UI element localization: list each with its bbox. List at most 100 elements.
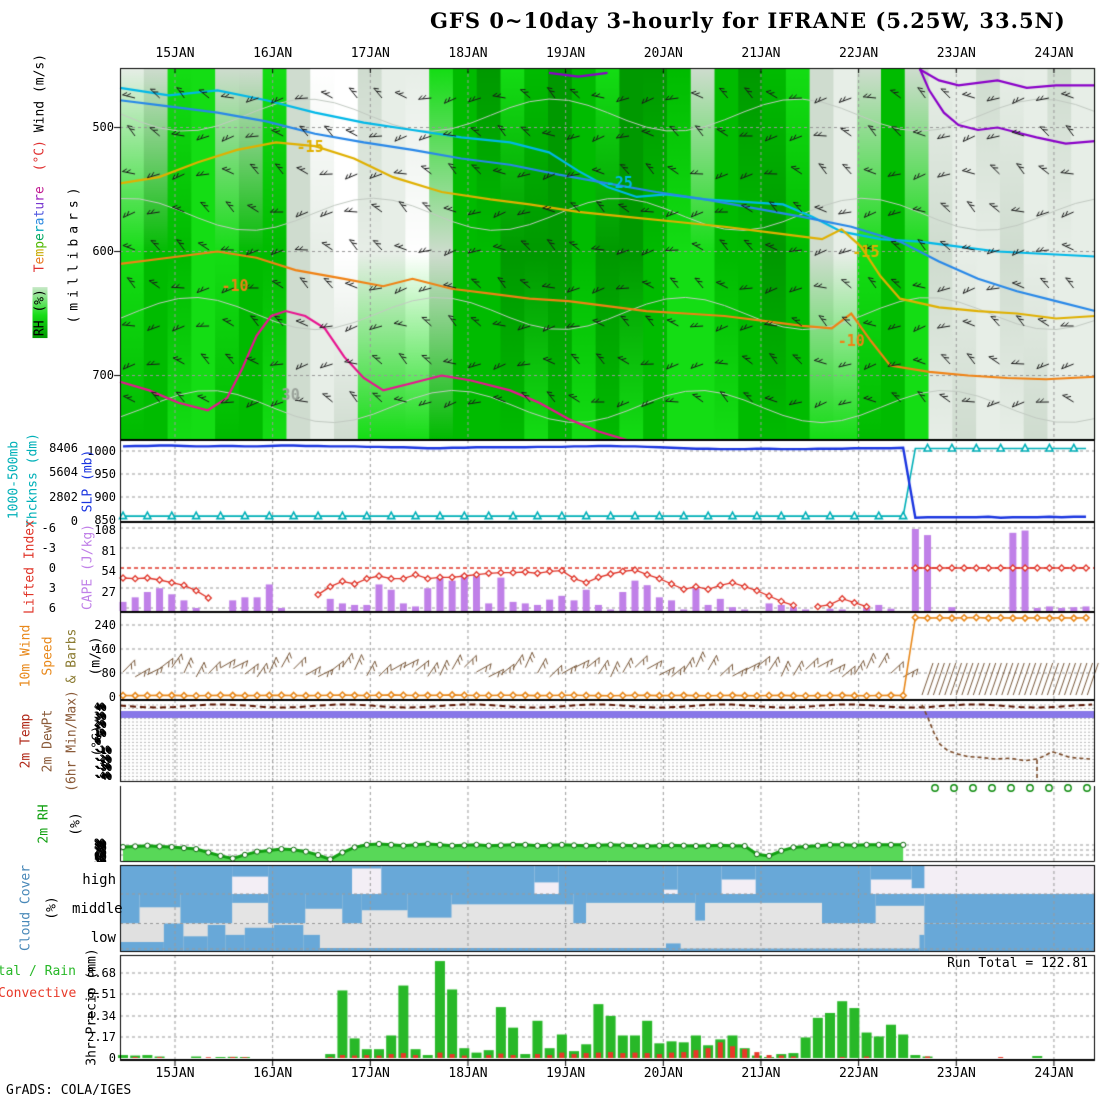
date-label-top: 18JAN — [448, 46, 488, 61]
date-label-bottom: 15JAN — [155, 1066, 195, 1081]
rh-colorbar-label: RH (%) — [32, 287, 48, 339]
overlapped-tick: -20 — [94, 753, 111, 764]
cape-tick: 27 — [101, 584, 116, 599]
date-label-bottom: 19JAN — [546, 1066, 586, 1081]
overlapped-tick: 80 — [94, 842, 105, 853]
overlapped-tick: 50 — [94, 855, 105, 862]
overlapped-tick: 0 — [94, 736, 100, 747]
date-label-bottom: 17JAN — [350, 1066, 390, 1081]
temperature-letter: e — [32, 186, 48, 194]
overlapped-tick: 60 — [94, 851, 105, 862]
lifted-index-label: Lifted Index — [22, 520, 38, 614]
rh2m-label: 2m RH — [36, 804, 52, 844]
date-label-top: 23JAN — [936, 46, 976, 61]
temperature-letter: T — [32, 264, 48, 273]
temperature-letter: r — [32, 225, 48, 234]
upper-axis-composite-label: RH (%) Temperature (°C) Wind (m/s) — [32, 54, 48, 339]
wind10m-label-3: & Barbs — [64, 628, 80, 684]
overlapped-tick: 90 — [95, 839, 106, 849]
precip-tick: 2.17 — [87, 1030, 116, 1044]
wind10m-label-2: Speed — [40, 636, 56, 676]
cape-tick: 81 — [101, 543, 116, 558]
cloud-unit-label: (%) — [44, 896, 60, 920]
cape-tick: 108 — [94, 523, 116, 537]
overlapped-tick: 0 — [95, 737, 101, 748]
pressure-tick: 500 — [92, 119, 114, 134]
date-label-top: 19JAN — [546, 46, 586, 61]
pressure-tick: 700 — [92, 367, 114, 382]
thickness-label-1: 1000-500mb — [6, 440, 22, 520]
overlapped-tick: 20 — [95, 720, 106, 731]
overlapped-tick: 20 — [96, 721, 107, 732]
rh2m-unit-label: (%) — [68, 812, 84, 836]
overlapped-tick: 50 — [96, 858, 107, 862]
cape-tick: 54 — [101, 564, 116, 578]
thickness-tick: 5604 — [49, 465, 78, 479]
overlapped-tick: 80 — [95, 843, 106, 854]
cape-axis-label: CAPE (J/kg) — [80, 523, 96, 611]
overlapped-tick: 90 — [94, 838, 105, 848]
overlapped-tick: -30 — [96, 764, 113, 775]
precip-axis-label: 3hr Precip (mm) — [84, 948, 100, 1066]
temperature-letter: e — [32, 233, 48, 241]
precip-tick: 4.34 — [87, 1009, 116, 1023]
date-label-top: 22JAN — [839, 46, 879, 61]
overlapped-tick: 20 — [94, 719, 105, 730]
temperature-letter: t — [32, 209, 48, 218]
precip-tick: 6.51 — [87, 987, 116, 1001]
temp2m-label-2: 2m DewPt — [40, 709, 56, 773]
thickness-label-2: Thcknss (dm) — [25, 433, 41, 527]
overlapped-tick: 60 — [96, 853, 107, 862]
slp-tick: 950 — [94, 467, 116, 481]
li-tick: 6 — [48, 601, 56, 615]
slp-tick: 900 — [94, 490, 116, 504]
temperature-letter: p — [32, 240, 48, 249]
overlapped-tick: -10 — [96, 747, 113, 757]
temp2m-label-3: (6hr Min/Max) — [64, 690, 80, 792]
rain-legend-label: Total / Rain — [0, 964, 76, 979]
precip-tick: 8.68 — [87, 966, 116, 980]
date-label-top: 17JAN — [350, 46, 390, 61]
overlapped-tick: 30 — [96, 712, 107, 723]
convective-legend-label: Convective — [0, 986, 77, 1001]
temp2m-overlapping-ticks: 40 40 40 30 30 30 20 20 20 10 10 10 0 0 0 -10 -10 -10 -20-… — [94, 702, 120, 780]
overlapped-tick: -10 — [94, 745, 111, 755]
wind10m-unit-label: (m/s) — [88, 636, 104, 676]
overlapped-tick: 50 — [95, 856, 106, 862]
cloud-row-label: high — [82, 872, 116, 888]
date-label-bottom: 20JAN — [643, 1066, 683, 1081]
overlapped-tick: -40 — [94, 770, 111, 780]
wind10m-label-1: 10m Wind — [18, 624, 34, 688]
page-title: GFS 0~10day 3-hourly for IFRANE (5.25W, … — [430, 8, 1066, 33]
date-label-bottom: 24JAN — [1034, 1066, 1074, 1081]
slp-tick: 1000 — [87, 444, 116, 458]
thickness-tick: 0 — [70, 514, 78, 528]
temperature-axis-label: Temperature — [33, 186, 48, 272]
pressure-tick: 600 — [92, 243, 114, 258]
overlapped-tick: 30 — [94, 710, 105, 721]
precip-tick: 0 — [108, 1051, 116, 1065]
temperature-letter: e — [32, 256, 48, 265]
date-label-top: 16JAN — [253, 46, 293, 61]
overlapped-tick: 90 — [96, 840, 107, 850]
overlapped-tick: 0 — [96, 738, 102, 749]
date-label-top: 15JAN — [155, 46, 195, 61]
cloud-cover-label: Cloud Cover — [18, 864, 34, 952]
overlapped-tick: 40 — [94, 702, 105, 712]
run-total-text: Run Total = 122.81 — [947, 956, 1088, 971]
date-label-bottom: 18JAN — [448, 1066, 488, 1081]
cloud-row-label: low — [90, 930, 116, 946]
thickness-tick: 2802 — [49, 489, 78, 504]
li-tick: -3 — [41, 541, 56, 555]
grads-footer: GrADS: COLA/IGES — [6, 1083, 132, 1098]
temperature-letter: a — [32, 217, 48, 226]
rh2m-overlapping-ticks: 909090808080707070606060505050 — [94, 838, 120, 862]
overlapped-tick: 70 — [94, 846, 105, 857]
temperature-letter: m — [32, 248, 48, 257]
li-tick: 3 — [48, 581, 56, 595]
wind-speed-tick: 80 — [101, 666, 116, 680]
overlapped-tick: -10 — [95, 746, 112, 756]
overlapped-tick: -20 — [96, 755, 113, 766]
pressure-axis-label: (millibars) — [66, 182, 82, 324]
